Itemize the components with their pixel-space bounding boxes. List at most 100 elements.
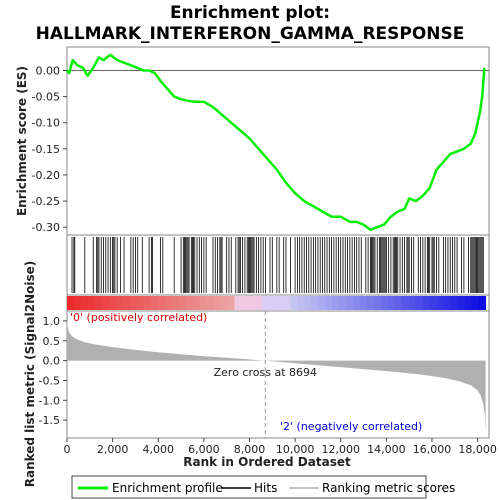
rank-color-segment [471,296,480,310]
legend-hits-label: Hits [254,481,277,495]
rank-color-segment [206,296,215,310]
rank-color-segment [157,296,166,310]
rank-color-segment [248,296,256,310]
rank-color-segment [339,296,347,310]
es-ytick-label: -0.10 [32,117,60,130]
rank-color-segment [122,296,131,310]
legend-box [71,475,427,499]
rank-color-segment [199,296,208,310]
rank-color-segment [171,296,180,310]
rank-color-segment [297,296,305,310]
metric-ytick-label: -1.0 [39,394,60,407]
rank-color-segment [311,296,319,310]
rank-color-segment [332,296,340,310]
rank-color-segment [255,296,263,310]
rank-color-segment [353,296,361,310]
metric-ytick-label: -1.5 [39,414,60,427]
rank-color-segment [143,296,152,310]
xtick-label: 2,000 [97,443,129,456]
rank-color-segment [464,296,473,310]
rank-color-segment [262,296,270,310]
xtick-label: 10,000 [276,443,315,456]
rank-color-segment [87,296,96,310]
xtick-label: 8,000 [234,443,266,456]
rank-color-segment [136,296,145,310]
metric-axis-label: Ranked list metric (Signal2Noise) [23,261,37,488]
rank-color-segment [185,296,194,310]
xtick-label: 4,000 [142,443,174,456]
rank-color-segment [346,296,354,310]
metric-panel: Zero cross at 8694 '2' (negatively correl… [39,311,497,456]
rank-color-segment [150,296,159,310]
xtick-label: 14,000 [367,443,406,456]
metric-ytick-label: 0.5 [43,335,61,348]
metric-ytick-label: 0.0 [43,355,61,368]
legend: Enrichment profile Hits Ranking metric s… [71,475,455,499]
rank-color-segment [283,296,291,310]
rank-color-segment [394,296,403,310]
rank-color-segment [304,296,312,310]
rank-color-segment [276,296,284,310]
chart-title-line2: HALLMARK_INTERFERON_GAMMA_RESPONSE [36,24,465,44]
rank-color-segment [227,296,235,310]
rank-color-bar: '0' (positively correlated) [67,296,487,324]
metric-ytick-label: -0.5 [39,374,60,387]
rank-color-segment [67,296,75,310]
es-axis-label: Enrichment score (ES) [15,66,29,216]
rank-color-segment [192,296,201,310]
pos-correlated-label: '0' (positively correlated) [70,311,207,324]
rank-color-segment [269,296,277,310]
rank-color-segment [401,296,410,310]
rank-color-segment [164,296,173,310]
zero-cross-label: Zero cross at 8694 [214,366,317,379]
rank-color-segment [220,296,228,310]
rank-color-segment [422,296,431,310]
rank-color-segment [80,296,89,310]
es-ytick-label: -0.30 [32,221,60,234]
rank-color-segment [94,296,103,310]
rank-color-segment [457,296,466,310]
legend-enrichment-label: Enrichment profile [112,481,223,495]
legend-ranking-label: Ranking metric scores [322,481,455,495]
rank-color-segment [380,296,389,310]
hits-panel [71,237,484,293]
chart-title-line1: Enrichment plot: [170,3,330,23]
es-ytick-label: 0.00 [36,65,61,78]
rank-color-segment [373,296,382,310]
es-ytick-label: -0.25 [32,195,60,208]
metric-panel-frame [66,310,490,439]
x-axis-label: Rank in Ordered Dataset [183,455,351,469]
rank-color-segment [178,296,187,310]
xtick-label: 12,000 [321,443,360,456]
rank-color-segment [108,296,117,310]
rank-color-segment [450,296,459,310]
xtick-label: 18,000 [458,443,497,456]
rank-color-segment [429,296,438,310]
es-panel-frame [66,46,490,236]
rank-color-segment [325,296,333,310]
rank-color-segment [366,296,375,310]
rank-color-segment [478,296,487,310]
rank-color-segment [443,296,452,310]
xtick-label: 16,000 [413,443,452,456]
rank-color-segment [415,296,424,310]
rank-color-segment [387,296,396,310]
es-ytick-label: -0.15 [32,143,60,156]
rank-color-segment [436,296,445,310]
rank-color-segment [318,296,326,310]
xtick-label: 0 [64,443,71,456]
rank-color-segment [241,296,249,310]
rank-color-segment [290,296,298,310]
rank-color-segment [360,296,368,310]
es-panel: 0.00 -0.05 -0.10 -0.15 -0.20 -0.25 -0.30 [32,53,489,234]
rank-color-segment [213,296,221,310]
rank-color-segment [408,296,417,310]
rank-color-segment [234,296,242,310]
rank-color-segment [115,296,124,310]
rank-color-segment [101,296,110,310]
rank-color-segment [129,296,138,310]
xtick-label: 6,000 [188,443,220,456]
metric-ytick-label: 1.0 [43,315,61,328]
es-ytick-label: -0.20 [32,169,60,182]
